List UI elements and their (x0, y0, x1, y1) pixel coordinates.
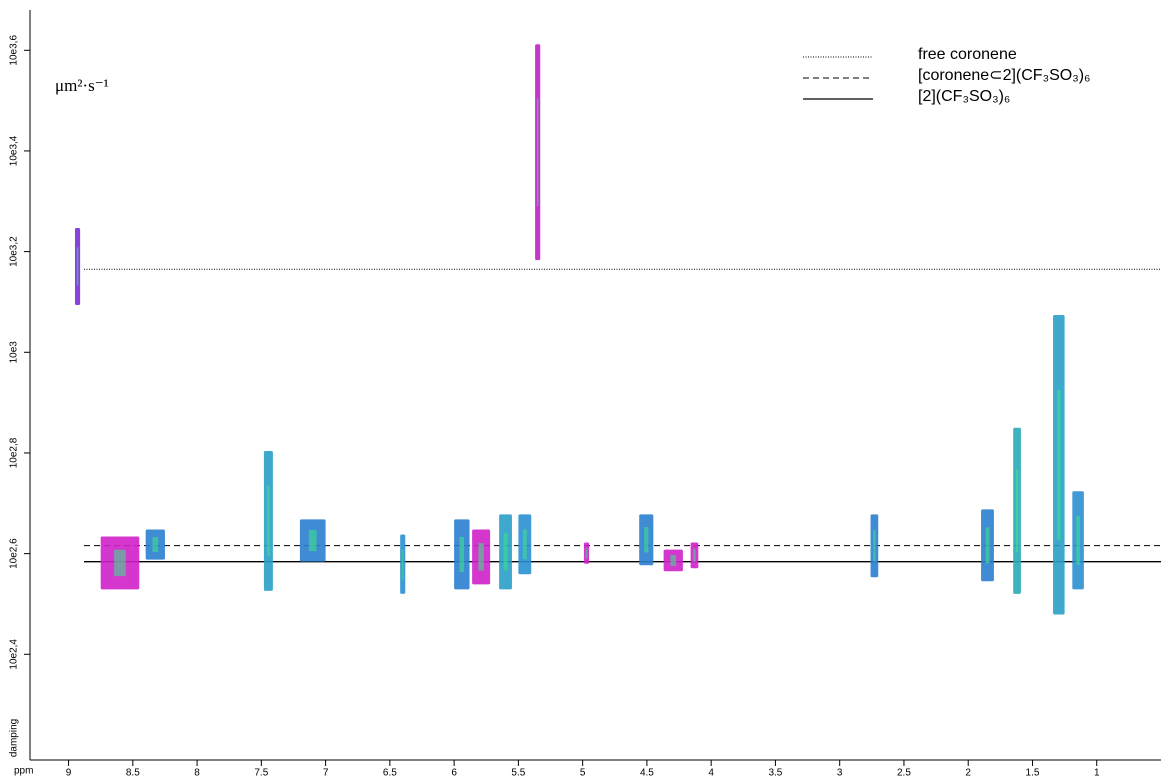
y-tick-label: 10e2,6 (9, 538, 20, 569)
y-tick-label: 10e3,4 (9, 135, 20, 166)
x-tick-label: 1.5 (1026, 768, 1040, 779)
peak-core (670, 555, 677, 566)
y-tick-label: 10e3 (9, 341, 20, 364)
peak-core (536, 98, 539, 207)
x-tick-label: 5.5 (511, 768, 525, 779)
x-tick-label: 8.5 (126, 768, 140, 779)
peak-core (503, 533, 508, 571)
peak-core (308, 529, 317, 552)
x-tick-label: 7.5 (254, 768, 268, 779)
peak-core (401, 549, 404, 580)
legend-label: [2](CF₃SO₃)₆ (918, 88, 1010, 105)
x-tick-label: 1 (1094, 768, 1100, 779)
x-tick-label: 8 (194, 768, 200, 779)
peak-core (1057, 389, 1061, 540)
peak-core (693, 548, 696, 562)
peak-core (522, 529, 527, 560)
x-tick-label: 9 (66, 768, 72, 779)
peak-core (644, 527, 649, 553)
x-tick-label: 5 (580, 768, 586, 779)
peak-core (1076, 515, 1080, 565)
x-tick-label: 6 (451, 768, 457, 779)
peak-core (985, 527, 990, 564)
peak-core (478, 543, 484, 571)
peak-core (1015, 469, 1019, 553)
x-axis-label: ppm (14, 766, 33, 777)
peak-core (76, 247, 79, 286)
legend-label: free coronene (918, 46, 1017, 63)
y-tick-label: 10e2,4 (9, 639, 20, 670)
x-tick-label: 6.5 (383, 768, 397, 779)
unit-label: μm²·s⁻¹ (55, 76, 109, 95)
peak-core (152, 537, 159, 553)
y-tick-label: 10e3,6 (9, 35, 20, 66)
peak-core (873, 530, 876, 562)
x-tick-label: 2 (965, 768, 971, 779)
x-tick-label: 3.5 (768, 768, 782, 779)
legend-label: [coronene⊂2](CF₃SO₃)₆ (918, 67, 1091, 84)
y-tick-label: 10e2,8 (9, 437, 20, 468)
x-tick-label: 4 (708, 768, 714, 779)
peak-core (267, 485, 270, 556)
y-tick-label: 10e3,2 (9, 236, 20, 267)
y-axis-label: damping (9, 719, 20, 757)
peak-core (114, 549, 126, 577)
x-tick-label: 7 (323, 768, 329, 779)
x-tick-label: 3 (837, 768, 843, 779)
x-tick-label: 4.5 (640, 768, 654, 779)
peak-core (459, 536, 465, 572)
x-tick-label: 2.5 (897, 768, 911, 779)
peak-core (585, 547, 588, 559)
